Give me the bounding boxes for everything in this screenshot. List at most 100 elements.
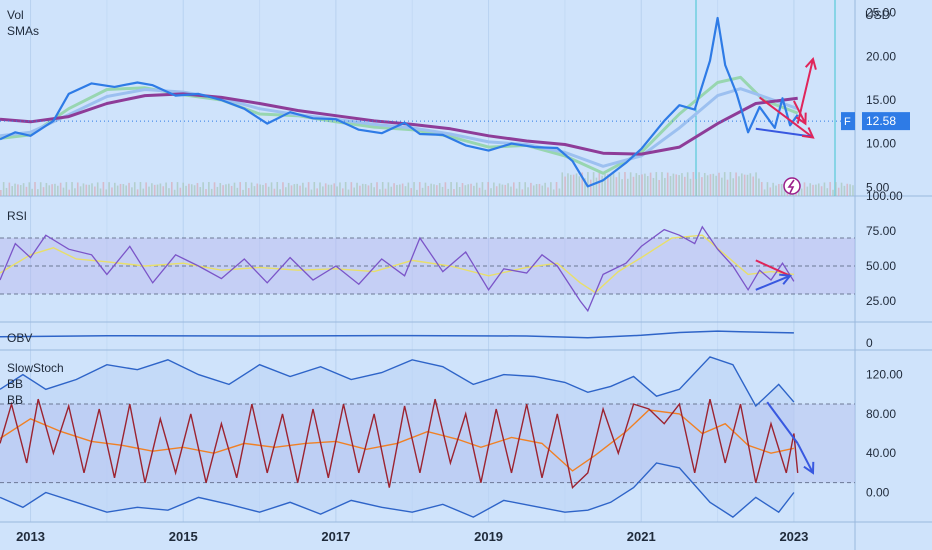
stoch-drawing-stoch-tail xyxy=(796,442,814,474)
volume-bar xyxy=(8,182,11,196)
volume-bar xyxy=(578,176,581,196)
rsi-drawing-rsi-upper xyxy=(755,259,791,277)
volume-bar xyxy=(384,188,387,196)
price-y-tick-label: 5.00 xyxy=(866,180,890,194)
volume-bar xyxy=(230,185,233,196)
volume-bar xyxy=(242,189,244,196)
volume-bar xyxy=(265,183,267,196)
volume-bar xyxy=(706,175,709,196)
volume-bar xyxy=(806,186,809,196)
volume-bar xyxy=(182,182,184,196)
volume-bar xyxy=(661,172,663,196)
arrowhead-rsi xyxy=(779,273,793,285)
volume-bar xyxy=(390,186,393,196)
volume-bar xyxy=(780,184,783,196)
volume-bar xyxy=(775,185,777,196)
volume-bar xyxy=(655,172,658,196)
volume-bar xyxy=(746,174,749,196)
volume-bar xyxy=(307,182,310,196)
volume-bar xyxy=(564,176,566,196)
volume-bar xyxy=(361,183,364,196)
volume-bar xyxy=(595,177,598,196)
volume-bar xyxy=(108,182,110,196)
x-tick-label: 2019 xyxy=(474,529,503,544)
volume-bar xyxy=(85,184,88,196)
volume-bar xyxy=(721,177,723,196)
volume-bar xyxy=(148,186,150,196)
volume-bar xyxy=(410,188,412,196)
volume-bar xyxy=(555,182,558,196)
volume-bar xyxy=(213,182,216,196)
volume-bar xyxy=(493,182,495,196)
volume-bar xyxy=(171,182,173,196)
volume-bar xyxy=(145,182,147,196)
series-obv xyxy=(0,330,794,339)
volume-bar xyxy=(475,182,478,196)
volume-bar xyxy=(669,176,672,196)
lightning-icon xyxy=(783,177,801,195)
volume-bar xyxy=(418,182,421,196)
volume-bar xyxy=(51,184,53,196)
volume-bar xyxy=(5,187,8,196)
volume-bar xyxy=(219,183,222,196)
volume-bar xyxy=(45,182,48,196)
volume-bar xyxy=(498,183,501,196)
volume-bar xyxy=(28,182,31,196)
volume-bar xyxy=(373,187,375,196)
rsi-y-tick-label: 25.00 xyxy=(866,294,896,308)
rsi-drawing-rsi-lower xyxy=(755,274,791,291)
volume-bar xyxy=(832,189,834,196)
volume-bars xyxy=(0,172,854,196)
stoch-y-tick-label: 0.00 xyxy=(866,486,890,500)
volume-bar xyxy=(723,172,726,196)
x-tick-label: 2017 xyxy=(321,529,350,544)
stoch-band-fill xyxy=(0,404,855,483)
volume-bar xyxy=(267,186,270,196)
volume-bar xyxy=(436,185,438,196)
volume-bar xyxy=(0,190,2,196)
volume-bar xyxy=(62,187,65,196)
x-tick-label: 2023 xyxy=(779,529,808,544)
rsi-y-tick-label: 75.00 xyxy=(866,224,896,238)
volume-bar xyxy=(59,182,62,196)
volume-bar xyxy=(729,172,732,196)
rsi-pane-title: RSI xyxy=(7,209,28,223)
series-stoch-d xyxy=(0,409,795,472)
volume-bar xyxy=(458,187,461,196)
stoch-y-tick-label: 40.00 xyxy=(866,446,896,460)
volume-bar xyxy=(416,189,418,196)
volume-bar xyxy=(501,184,504,196)
price-y-tick-label: 25.00 xyxy=(866,6,896,20)
volume-bar xyxy=(290,185,293,196)
volume-bar xyxy=(467,184,469,196)
volume-bar xyxy=(430,183,432,196)
volume-bar xyxy=(259,184,261,196)
volume-bar xyxy=(524,182,526,196)
volume-bar xyxy=(222,185,224,196)
volume-bar xyxy=(17,184,19,196)
volume-bar xyxy=(758,178,760,196)
volume-bar xyxy=(803,182,806,196)
volume-bar xyxy=(641,174,643,196)
volume-bar xyxy=(552,189,555,196)
volume-bar xyxy=(629,172,632,196)
volume-bar xyxy=(715,175,717,196)
volume-bar xyxy=(615,177,618,196)
volume-bar xyxy=(709,174,712,196)
volume-bar xyxy=(68,189,70,196)
volume-bar xyxy=(504,184,507,196)
volume-bar xyxy=(652,177,655,196)
volume-bar xyxy=(316,188,318,196)
volume-bar xyxy=(119,183,122,196)
x-tick-label: 2021 xyxy=(627,529,656,544)
series-stoch-k xyxy=(0,398,799,489)
volume-bar xyxy=(835,182,837,196)
volume-bar xyxy=(313,182,316,196)
volume-bar xyxy=(837,187,840,196)
volume-bar xyxy=(253,186,256,196)
volume-bar xyxy=(513,182,515,196)
volume-bar xyxy=(743,174,746,196)
series-rsi xyxy=(0,225,795,313)
